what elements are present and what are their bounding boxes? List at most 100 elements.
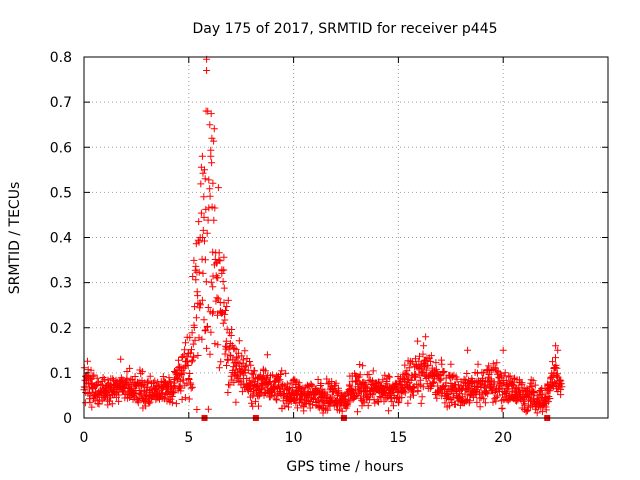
data-point xyxy=(189,273,197,280)
data-point xyxy=(204,304,212,311)
data-point xyxy=(323,391,331,399)
data-point xyxy=(168,399,176,407)
data-point xyxy=(546,395,554,402)
data-point xyxy=(145,399,153,407)
data-point xyxy=(200,213,208,221)
data-point xyxy=(385,372,393,380)
data-point xyxy=(328,378,336,385)
data-point xyxy=(417,376,425,384)
data-point xyxy=(218,267,226,275)
data-point xyxy=(215,364,223,372)
data-point xyxy=(215,249,223,257)
data-series xyxy=(80,55,566,417)
plot-frame xyxy=(83,56,609,419)
x-tick-label: 10 xyxy=(285,430,303,446)
data-point xyxy=(493,359,501,367)
data-point xyxy=(415,380,423,388)
data-point xyxy=(529,377,537,385)
data-point xyxy=(188,346,195,354)
data-point xyxy=(134,399,142,407)
data-point xyxy=(247,361,255,369)
data-point xyxy=(192,314,200,322)
data-point xyxy=(300,407,308,415)
data-point xyxy=(205,176,213,184)
data-point xyxy=(338,407,346,415)
data-point xyxy=(185,395,193,403)
data-point xyxy=(207,146,215,154)
data-point xyxy=(390,402,397,410)
data-point xyxy=(186,370,194,377)
data-point xyxy=(209,309,216,317)
axis-ticks xyxy=(83,56,608,419)
data-point xyxy=(283,380,291,388)
data-point xyxy=(199,226,207,234)
data-point xyxy=(364,402,372,410)
data-point xyxy=(481,399,489,407)
data-point xyxy=(220,299,228,307)
data-point xyxy=(359,397,367,405)
data-point xyxy=(227,332,235,339)
data-point xyxy=(123,374,131,382)
x-tick-label: 0 xyxy=(80,430,89,446)
data-point xyxy=(501,369,509,377)
data-point xyxy=(307,381,315,389)
data-point xyxy=(211,340,219,348)
data-point xyxy=(424,361,432,369)
data-point xyxy=(175,356,182,364)
data-point xyxy=(375,398,382,406)
data-point xyxy=(386,373,394,381)
data-point xyxy=(314,403,322,411)
data-point xyxy=(275,377,283,385)
data-point xyxy=(195,218,203,226)
data-point xyxy=(117,355,125,363)
data-point xyxy=(410,391,417,399)
data-point xyxy=(207,152,215,160)
data-point xyxy=(224,389,232,396)
y-tick-label: 0.2 xyxy=(50,321,72,337)
data-point xyxy=(199,169,207,177)
data-point xyxy=(219,319,227,327)
data-point xyxy=(201,256,209,264)
data-point xyxy=(224,296,232,304)
data-point xyxy=(216,257,224,265)
data-point xyxy=(481,381,489,389)
data-point xyxy=(229,363,237,371)
data-point xyxy=(208,159,216,167)
data-point xyxy=(163,397,171,405)
x-axis-label: GPS time / hours xyxy=(286,459,403,475)
data-point xyxy=(552,354,559,362)
data-point xyxy=(115,391,123,399)
data-point xyxy=(188,329,196,337)
data-point xyxy=(440,368,448,375)
data-point xyxy=(463,370,471,377)
data-point xyxy=(182,339,189,347)
data-point xyxy=(198,152,206,160)
data-point xyxy=(474,360,482,368)
data-point xyxy=(230,378,238,386)
data-point xyxy=(222,307,229,314)
data-point xyxy=(214,295,222,303)
data-point xyxy=(513,397,520,405)
data-point xyxy=(203,229,211,237)
data-point xyxy=(398,394,406,402)
data-point xyxy=(210,125,218,133)
y-tick-label: 0.7 xyxy=(50,95,72,111)
data-point xyxy=(89,372,97,380)
data-point xyxy=(473,398,481,406)
data-point xyxy=(181,394,189,402)
data-point xyxy=(530,388,537,396)
data-point xyxy=(276,376,284,384)
data-point xyxy=(214,274,222,282)
data-point xyxy=(379,376,387,384)
data-point xyxy=(528,382,536,390)
data-point xyxy=(203,344,211,352)
data-point xyxy=(197,209,205,217)
data-point xyxy=(190,324,198,331)
data-point xyxy=(354,408,361,416)
data-point xyxy=(138,368,146,376)
data-point xyxy=(189,356,196,364)
data-point xyxy=(191,336,199,344)
data-point xyxy=(131,373,139,380)
grid xyxy=(84,57,608,418)
data-point xyxy=(215,256,223,264)
